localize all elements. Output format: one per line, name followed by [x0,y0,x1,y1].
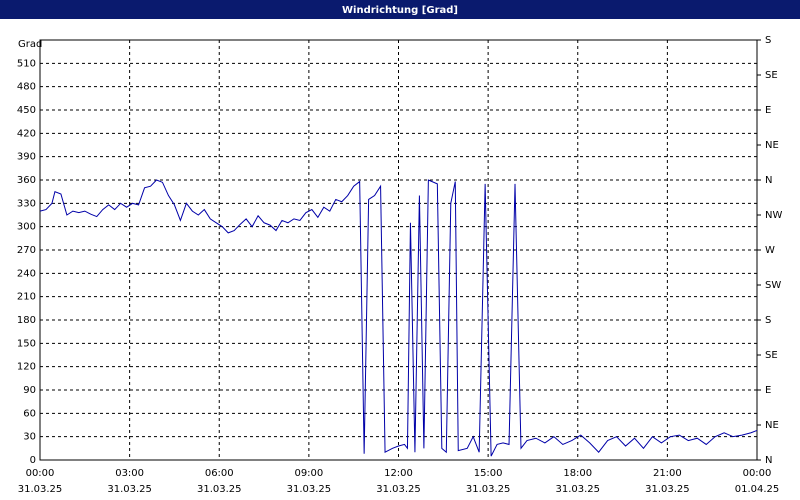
y-tick-label: 420 [17,128,36,139]
y-tick-label: 90 [23,385,36,396]
y-tick-label: 60 [23,408,36,419]
y2-tick-label: S [765,315,771,326]
y-tick-label: 150 [17,338,36,349]
x-tick-label: 31.03.25 [18,484,63,495]
y-tick-label: 180 [17,315,36,326]
chart-title: Windrichtung [Grad] [342,5,458,16]
x-tick-label: 31.03.25 [645,484,690,495]
x-tick-label: 31.03.25 [107,484,152,495]
y-tick-label: 360 [17,175,36,186]
x-tick-label: 31.03.25 [197,484,242,495]
y2-tick-label: SE [765,350,778,361]
y-tick-label: 270 [17,245,36,256]
y2-tick-label: SW [765,280,781,291]
y-tick-label: 120 [17,362,36,373]
y-tick-label: 0 [30,455,36,466]
title-bar [0,0,800,19]
x-tick-label: 31.03.25 [376,484,421,495]
x-tick-label: 31.03.25 [287,484,332,495]
x-tick-label: 06:00 [205,468,234,479]
x-tick-label: 31.03.25 [555,484,600,495]
y-tick-label: 390 [17,152,36,163]
y-tick-label: 210 [17,292,36,303]
y-tick-label: 330 [17,198,36,209]
y-tick-label: 300 [17,222,36,233]
x-tick-label: 12:00 [384,468,413,479]
x-tick-label: 18:00 [563,468,592,479]
y2-tick-label: N [765,175,772,186]
y2-tick-label: W [765,245,775,256]
x-tick-label: 21:00 [653,468,682,479]
y2-tick-label: S [765,35,771,46]
y-tick-label: 480 [17,82,36,93]
wind-direction-line [39,179,758,457]
y-tick-label: 240 [17,268,36,279]
x-tick-label: 31.03.25 [466,484,511,495]
x-tick-label: 09:00 [294,468,323,479]
x-tick-label: 00:00 [26,468,55,479]
y2-tick-label: SE [765,70,778,81]
x-tick-label: 03:00 [115,468,144,479]
y2-tick-label: NE [765,140,779,151]
y-tick-label: 450 [17,105,36,116]
y2-tick-label: E [765,105,771,116]
y-axis-label: Grad [18,39,42,50]
x-tick-label: 01.04.25 [735,484,780,495]
y-tick-label: 510 [17,58,36,69]
y2-tick-label: N [765,455,772,466]
x-tick-label: 15:00 [474,468,503,479]
y2-tick-label: E [765,385,771,396]
y-tick-label: 30 [23,432,36,443]
y2-tick-label: NE [765,420,779,431]
y2-tick-label: NW [765,210,782,221]
x-tick-label: 00:00 [743,468,772,479]
